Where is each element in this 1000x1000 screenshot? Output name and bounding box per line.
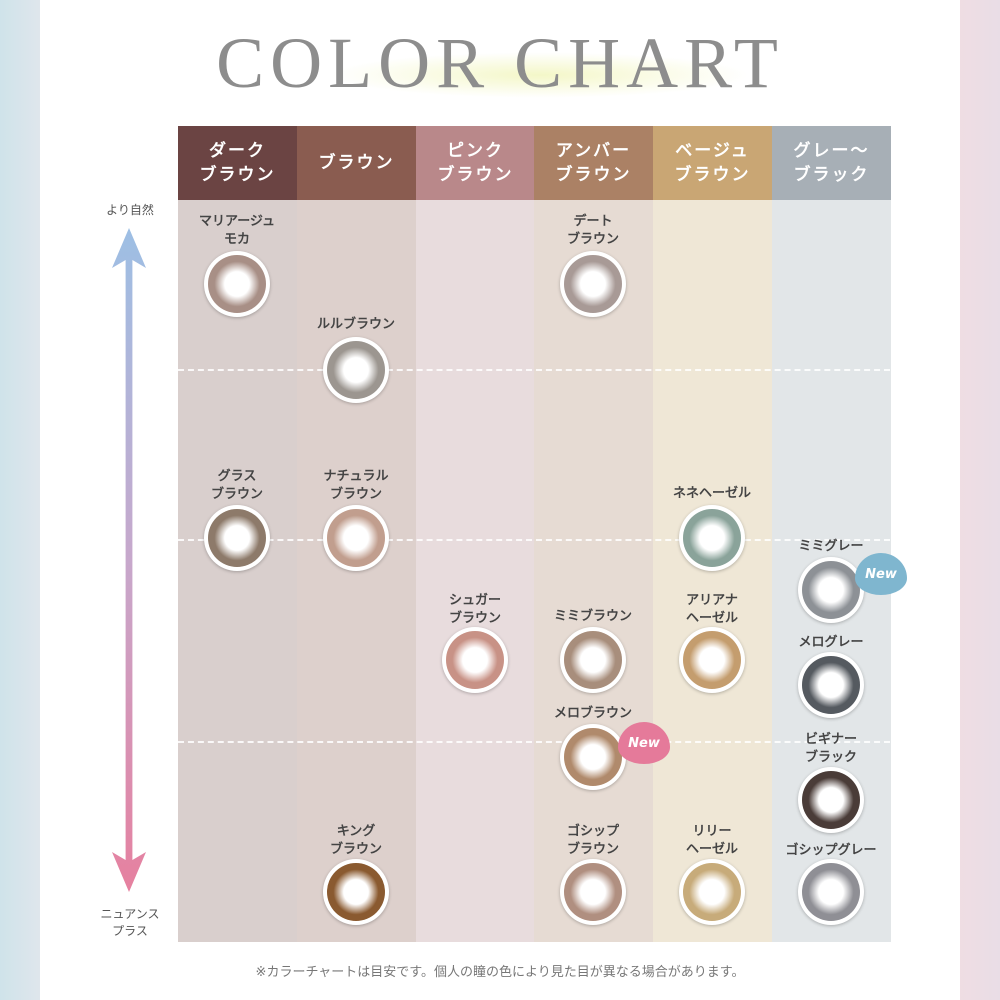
vertical-arrow-icon (112, 228, 146, 892)
lens-name: マリアージュ モカ (198, 214, 276, 247)
lens-image (798, 859, 864, 925)
disclaimer-note: ※カラーチャートは目安です。個人の瞳の色により見た目が異なる場合があります。 (255, 965, 745, 980)
lens-name: ゴシップグレー (785, 843, 877, 858)
lens-name: グラス ブラウン (210, 469, 263, 502)
lens-name: リリー ヘーゼル (685, 824, 738, 857)
lens-name: メロブラウン (553, 706, 632, 721)
title-glow (330, 52, 750, 98)
lens-image (798, 652, 864, 718)
column: ブラウン (297, 126, 416, 942)
column-header: アンバー ブラウン (534, 126, 653, 200)
lens-name: キング ブラウン (329, 824, 382, 857)
lens-image (798, 557, 864, 623)
lens-image (679, 627, 745, 693)
lens-image (204, 251, 270, 317)
column-body (297, 200, 416, 942)
lens-name: ナチュラル ブラウン (323, 469, 389, 502)
new-badge-heart: New (618, 722, 670, 764)
column-header: ダーク ブラウン (178, 126, 297, 200)
lens-image (560, 859, 626, 925)
lens-image (323, 859, 389, 925)
lens-image (204, 505, 270, 571)
column-body (416, 200, 535, 942)
lens-name: シュガー ブラウン (448, 593, 501, 626)
lens-name: メログレー (798, 635, 864, 650)
lens-image (323, 337, 389, 403)
new-badge-heart: New (855, 553, 907, 595)
column-header: グレー～ ブラック (772, 126, 891, 200)
column: ピンク ブラウン (416, 126, 535, 942)
column-body (534, 200, 653, 942)
lens-image (560, 627, 626, 693)
page-title: COLOR CHART (216, 23, 784, 103)
axis-bottom-label: ニュアンス プラス (100, 907, 160, 938)
lens-image (679, 505, 745, 571)
axis-top-label: より自然 (106, 203, 154, 217)
lens-image (323, 505, 389, 571)
column: ベージュ ブラウン (653, 126, 772, 942)
column-header: ブラウン (297, 126, 416, 200)
lens-name: ゴシップ ブラウン (566, 824, 619, 857)
column: アンバー ブラウン (534, 126, 653, 942)
column-body (653, 200, 772, 942)
divider-line (178, 741, 890, 743)
lens-image (679, 859, 745, 925)
lens-name: ネネヘーゼル (672, 486, 751, 501)
lens-image (560, 724, 626, 790)
lens-name: ルルブラウン (316, 317, 395, 332)
lens-name: アリアナ ヘーゼル (685, 593, 738, 626)
lens-name: デート ブラウン (566, 214, 619, 247)
column-body (178, 200, 297, 942)
divider-line (178, 539, 890, 541)
column-header: ピンク ブラウン (416, 126, 535, 200)
lens-image (798, 767, 864, 833)
divider-line (178, 369, 890, 371)
lens-name: ミミブラウン (553, 609, 632, 624)
lens-name: ミミグレー (798, 539, 864, 554)
column-header: ベージュ ブラウン (653, 126, 772, 200)
lens-name: ビギナー ブラック (804, 732, 857, 765)
lens-image (442, 627, 508, 693)
column: ダーク ブラウン (178, 126, 297, 942)
lens-image (560, 251, 626, 317)
